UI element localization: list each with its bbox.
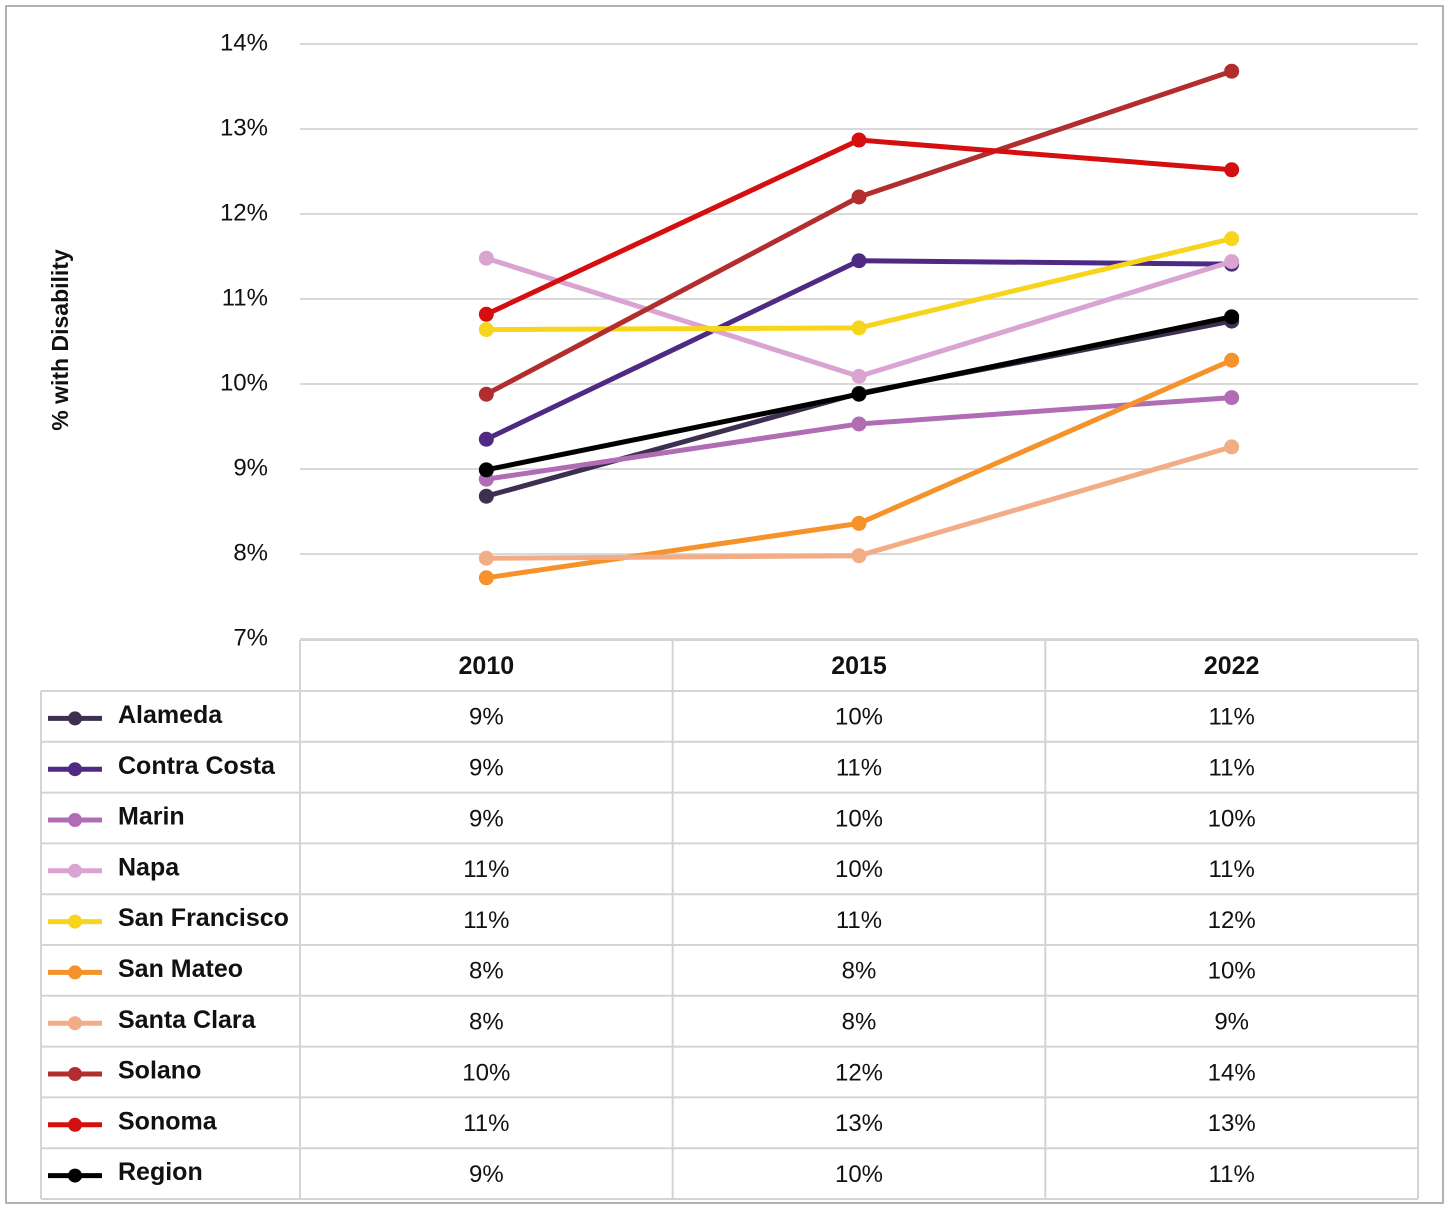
data-point: [851, 253, 867, 269]
data-point: [1224, 63, 1240, 79]
table-cell: 12%: [1208, 907, 1256, 934]
legend-label: Santa Clara: [118, 1006, 257, 1034]
y-tick-label: 13%: [220, 114, 268, 141]
legend-label: Region: [118, 1158, 203, 1186]
table-cell: 10%: [835, 856, 883, 883]
data-point: [478, 462, 494, 478]
series-line: [485, 258, 1232, 442]
legend-label: San Francisco: [118, 904, 289, 932]
column-header: 2015: [831, 652, 887, 680]
table-cell: 8%: [469, 958, 504, 985]
table-cell: 11%: [463, 907, 509, 934]
table-cell: 9%: [469, 1161, 504, 1188]
data-point: [478, 250, 494, 266]
table-cell: 13%: [835, 1110, 883, 1137]
legend-marker: [68, 863, 82, 878]
legend-label: Sonoma: [118, 1107, 218, 1135]
table-cell: 11%: [836, 907, 882, 934]
y-tick-label: 14%: [220, 29, 268, 56]
data-point: [478, 431, 494, 447]
data-point: [1224, 231, 1240, 247]
data-point: [851, 386, 867, 402]
data-point: [851, 368, 867, 384]
table-cell: 10%: [835, 805, 883, 832]
legend-label: San Mateo: [118, 955, 243, 983]
table-cell: 11%: [463, 1110, 509, 1137]
data-point: [1224, 439, 1240, 455]
series-line: [485, 255, 1233, 379]
series-line: [486, 236, 1233, 333]
legend-label: Solano: [118, 1057, 201, 1085]
table-cell: 8%: [469, 1009, 504, 1036]
table-cell: 10%: [462, 1059, 510, 1086]
table-cell: 9%: [1214, 1009, 1249, 1036]
table-cell: 10%: [1208, 805, 1256, 832]
data-point: [1224, 162, 1240, 178]
table-cell: 8%: [842, 1009, 877, 1036]
legend-marker: [68, 914, 82, 929]
legend-marker: [68, 813, 82, 827]
y-tick-label: 9%: [233, 454, 268, 481]
legend-marker: [68, 762, 82, 777]
data-point: [1224, 352, 1240, 368]
table-cell: 11%: [463, 856, 509, 883]
table-cell: 9%: [469, 755, 504, 782]
data-point: [478, 386, 494, 402]
y-tick-label: 11%: [222, 284, 268, 311]
y-tick-label: 10%: [220, 369, 268, 396]
legend-marker: [68, 965, 82, 980]
legend-label: Napa: [118, 853, 180, 881]
data-point: [1224, 309, 1240, 325]
table-cell: 11%: [1209, 755, 1255, 782]
legend-label: Alameda: [118, 701, 223, 729]
table-cell: 10%: [835, 704, 883, 731]
data-point: [478, 488, 494, 504]
table-cell: 13%: [1208, 1110, 1256, 1137]
data-point: [478, 550, 494, 566]
table-cell: 10%: [1208, 958, 1256, 985]
data-point: [1224, 390, 1240, 406]
data-point: [478, 306, 494, 322]
data-point: [851, 515, 867, 531]
table-cell: 8%: [842, 958, 877, 985]
series-line: [485, 68, 1233, 397]
table-cell: 11%: [1209, 856, 1255, 883]
table-cell: 11%: [836, 755, 882, 782]
table-cell: 9%: [469, 805, 504, 832]
y-axis-label: % with Disability: [47, 249, 73, 431]
legend-marker: [68, 1117, 82, 1132]
data-point: [851, 189, 867, 205]
data-point: [851, 416, 867, 432]
legend-label: Marin: [118, 803, 185, 831]
data-point: [851, 320, 867, 336]
table-cell: 9%: [469, 704, 504, 731]
y-tick-label: 12%: [220, 199, 268, 226]
frame: [5, 5, 1444, 1204]
table-cell: 11%: [1209, 704, 1255, 731]
column-header: 2010: [459, 652, 515, 680]
y-tick-label: 7%: [233, 624, 268, 651]
data-point: [851, 132, 867, 148]
table-cell: 12%: [835, 1059, 883, 1086]
data-point: [478, 570, 494, 586]
legend-marker: [68, 1168, 82, 1183]
data-point: [851, 548, 867, 564]
data-point: [1224, 254, 1240, 270]
table-cell: 10%: [835, 1161, 883, 1188]
table-cell: 14%: [1208, 1059, 1256, 1086]
series-line: [485, 137, 1232, 317]
legend-label: Contra Costa: [118, 752, 276, 780]
legend-marker: [68, 1016, 82, 1031]
column-header: 2022: [1204, 652, 1260, 680]
table-cell: 11%: [1209, 1161, 1255, 1188]
legend-marker: [68, 711, 82, 726]
data-point: [478, 322, 494, 338]
y-tick-label: 8%: [233, 539, 268, 566]
legend-marker: [68, 1067, 82, 1081]
